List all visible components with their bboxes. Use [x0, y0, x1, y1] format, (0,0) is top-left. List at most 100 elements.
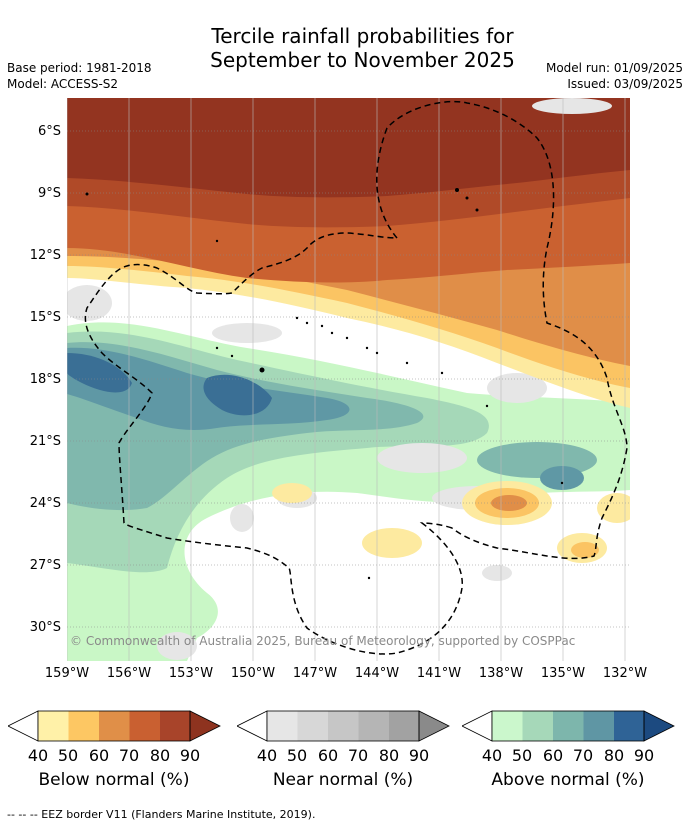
- eez-footnote: -- -- -- EEZ border V11 (Flanders Marine…: [7, 808, 316, 821]
- map-panel: [67, 98, 630, 661]
- copyright-text: © Commonwealth of Australia 2025, Bureau…: [70, 634, 576, 648]
- meta-left: Base period: 1981-2018 Model: ACCESS-S2: [7, 60, 152, 92]
- legend-below-colorbar: [8, 710, 221, 742]
- below-90-band: [67, 98, 630, 198]
- legend-below-frame: [37, 710, 191, 742]
- legend-below-normal: [8, 709, 222, 743]
- legend-near-colorbar: [237, 710, 450, 742]
- legend-near-title: Near normal (%): [272, 770, 414, 790]
- y-tick-label: 30°S: [29, 620, 61, 635]
- legend-below-swatch: [129, 711, 160, 741]
- model-name: Model: ACCESS-S2: [7, 77, 119, 91]
- legend-tick: 40: [481, 746, 503, 765]
- above-80-region: [67, 353, 132, 393]
- above-70-east-region: [540, 466, 584, 490]
- legend-below-high-arrow: [189, 710, 221, 742]
- x-tick-label: 135°W: [540, 666, 586, 681]
- meta-right: Model run: 01/09/2025 Issued: 03/09/2025: [546, 60, 683, 92]
- near-normal-patch-north: [532, 98, 612, 114]
- y-tick-label: 15°S: [29, 310, 61, 325]
- legend-above-swatch: [583, 711, 614, 741]
- near-normal-patch: [487, 373, 547, 403]
- x-tick-label: 156°W: [106, 666, 152, 681]
- above-80-center-region: [203, 374, 272, 416]
- legend-tick: 90: [179, 746, 201, 765]
- near-normal-patch: [230, 504, 254, 532]
- legend-tick: 50: [511, 746, 533, 765]
- legend-below-low-arrow: [8, 710, 39, 742]
- legend-near-frame: [266, 710, 420, 742]
- legend-above-frame: [491, 710, 645, 742]
- y-tick-label: 9°S: [37, 186, 61, 201]
- legend-above-swatch: [553, 711, 584, 741]
- legend-tick: 50: [57, 746, 79, 765]
- legend-above-normal: [462, 709, 676, 743]
- legend-below-title: Below normal (%): [38, 770, 190, 790]
- legend-near-swatch: [297, 711, 328, 741]
- legend-tick: 80: [603, 746, 625, 765]
- legend-tick: 80: [149, 746, 171, 765]
- legend-near-swatch: [358, 711, 389, 741]
- x-tick-label: 150°W: [230, 666, 276, 681]
- legend-tick: 40: [256, 746, 278, 765]
- legend-tick: 80: [378, 746, 400, 765]
- legend-above-swatch: [492, 711, 523, 741]
- chart-title: Tercile rainfall probabilities for Septe…: [0, 24, 690, 72]
- legend-tick: 50: [286, 746, 308, 765]
- title-line-2: September to November 2025: [210, 48, 515, 72]
- legend-tick: 90: [408, 746, 430, 765]
- base-period: Base period: 1981-2018: [7, 61, 152, 75]
- legend-near-normal: [237, 709, 451, 743]
- legend-tick: 60: [88, 746, 110, 765]
- graticule: [67, 130, 630, 628]
- legend-tick: 70: [347, 746, 369, 765]
- y-tick-label: 18°S: [29, 372, 61, 387]
- near-normal-patch: [482, 565, 512, 581]
- title-line-1: Tercile rainfall probabilities for: [211, 24, 514, 48]
- below-40-blob: [362, 528, 422, 558]
- x-tick-label: 153°W: [168, 666, 214, 681]
- legend-above-high-arrow: [643, 710, 675, 742]
- meridians: [67, 98, 626, 661]
- legend-above-low-arrow: [462, 710, 493, 742]
- near-normal-patch: [377, 443, 467, 473]
- near-normal-patch: [157, 632, 197, 660]
- model-run: Model run: 01/09/2025: [545, 61, 683, 75]
- near-normal-patch: [212, 323, 282, 343]
- legend-tick: 70: [118, 746, 140, 765]
- x-tick-label: 159°W: [44, 666, 90, 681]
- y-tick-label: 6°S: [37, 124, 61, 139]
- eez-border: [84, 100, 628, 655]
- x-tick-label: 144°W: [354, 666, 400, 681]
- legend-tick: 60: [542, 746, 564, 765]
- legend-below-swatch: [38, 711, 69, 741]
- legend-above-swatch: [614, 711, 644, 741]
- x-tick-label: 141°W: [416, 666, 462, 681]
- legend-near-low-arrow: [237, 710, 268, 742]
- x-tick-label: 147°W: [292, 666, 338, 681]
- legend-above-colorbar: [462, 710, 675, 742]
- legend-below-swatch: [68, 711, 99, 741]
- x-tick-label: 132°W: [602, 666, 648, 681]
- issued-date: Issued: 03/09/2025: [567, 77, 683, 91]
- probability-map: [67, 98, 630, 661]
- legend-near-swatch: [267, 711, 298, 741]
- x-tick-label: 138°W: [478, 666, 524, 681]
- legend-below-swatch: [160, 711, 190, 741]
- below-40-blob: [597, 493, 630, 523]
- legend-near-swatch: [389, 711, 419, 741]
- legend-near-high-arrow: [418, 710, 450, 742]
- legend-above-swatch: [522, 711, 553, 741]
- below-50-blob: [571, 542, 599, 558]
- legend-above-title: Above normal (%): [491, 770, 645, 790]
- y-tick-label: 12°S: [29, 248, 61, 263]
- legend-tick: 70: [572, 746, 594, 765]
- y-tick-label: 21°S: [29, 434, 61, 449]
- below-40-blob: [272, 483, 312, 503]
- legend-tick: 40: [27, 746, 49, 765]
- near-normal-patch: [67, 285, 112, 321]
- legend-tick: 90: [633, 746, 655, 765]
- y-tick-label: 27°S: [29, 558, 61, 573]
- islands: [85, 188, 564, 580]
- y-tick-label: 24°S: [29, 496, 61, 511]
